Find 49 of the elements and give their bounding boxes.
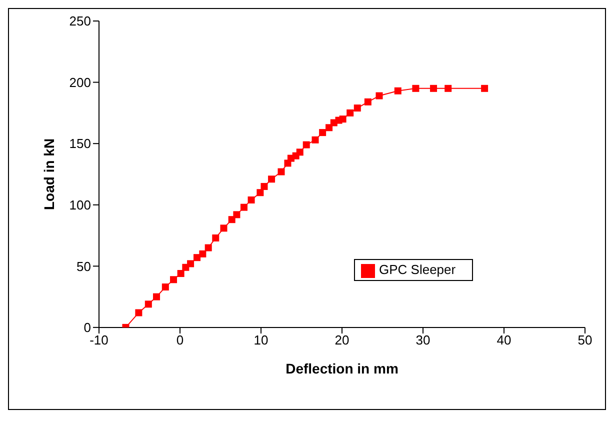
y-axis-title: Load in kN: [40, 138, 57, 210]
y-tick-label: 250: [69, 14, 91, 29]
point: [135, 309, 142, 316]
point: [177, 270, 184, 278]
point: [302, 141, 310, 148]
point: [199, 250, 206, 258]
point: [170, 276, 178, 284]
point: [153, 293, 160, 300]
y-tick-label: 100: [69, 197, 91, 212]
point: [233, 211, 240, 218]
y-tick-label: 200: [69, 74, 91, 90]
point: [260, 182, 268, 190]
point: [268, 176, 276, 183]
point: [354, 104, 361, 112]
x-tick-label: 50: [578, 332, 592, 348]
point: [346, 109, 354, 116]
point: [339, 116, 346, 123]
y-tick-label: 150: [69, 136, 91, 152]
y-tick-label: 50: [76, 258, 91, 274]
x-axis-title: Deflection in mm: [286, 360, 398, 376]
point: [430, 84, 438, 92]
x-tick-label: 20: [334, 332, 350, 348]
point: [481, 84, 488, 92]
point: [319, 129, 326, 136]
x-tick-label: 0: [176, 332, 184, 348]
legend-label: GPC Sleeper: [379, 262, 456, 277]
point: [220, 224, 228, 232]
point: [248, 196, 255, 204]
point: [240, 204, 248, 211]
point: [326, 124, 333, 132]
point: [376, 92, 383, 100]
point: [256, 189, 264, 196]
point: [394, 87, 402, 94]
point: [296, 148, 304, 156]
point: [144, 300, 152, 308]
point: [212, 234, 220, 242]
point: [412, 84, 420, 92]
x-tick-label: 10: [254, 332, 268, 348]
point: [312, 136, 319, 144]
x-tick-label: -10: [90, 332, 108, 348]
point: [364, 98, 372, 106]
point: [278, 168, 285, 176]
point: [204, 244, 212, 252]
point: [444, 84, 452, 92]
y-tick-label: 0: [84, 320, 91, 336]
x-tick-label: 30: [416, 332, 430, 348]
point: [162, 283, 169, 290]
x-tick-label: 40: [496, 332, 512, 348]
point: [187, 260, 194, 268]
